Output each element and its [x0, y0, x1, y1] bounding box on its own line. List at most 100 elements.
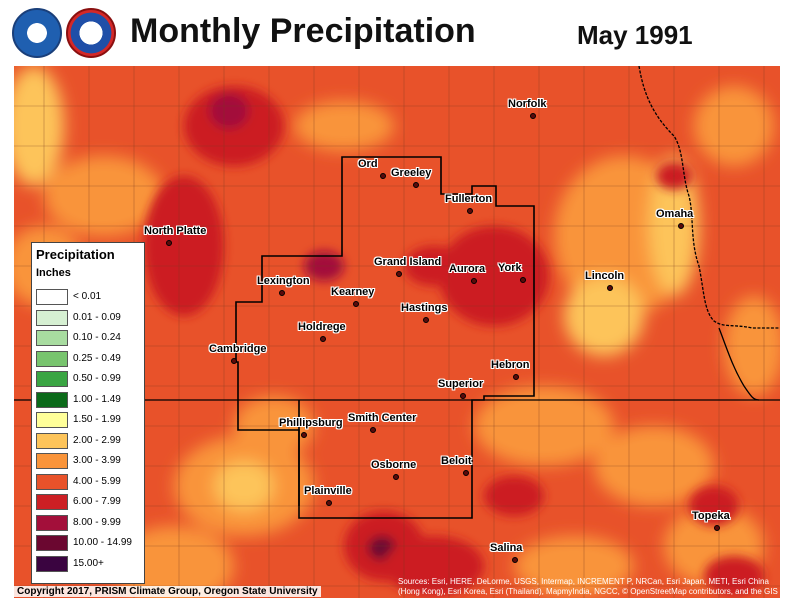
city-marker — [301, 432, 307, 438]
city-label: Lexington — [257, 275, 310, 287]
national-weather-service-logo — [66, 8, 116, 58]
county-lines-horizontal — [14, 105, 780, 587]
basemap-attribution: Sources: Esri, HERE, DeLorme, USGS, Inte… — [398, 577, 778, 606]
city-label: Ord — [358, 158, 378, 170]
city-label: Fullerton — [445, 193, 493, 205]
city-marker — [370, 427, 376, 433]
precip-zone — [694, 86, 774, 166]
city-label: Topeka — [692, 510, 730, 522]
cwa-boundary — [235, 156, 535, 519]
city-marker — [467, 208, 473, 214]
city-marker — [520, 277, 526, 283]
legend-row: 15.00+ — [36, 555, 140, 573]
legend-label: 0.10 - 0.24 — [73, 332, 121, 343]
precip-zone — [514, 536, 634, 596]
city-label: Greeley — [391, 167, 432, 179]
city-marker — [326, 500, 332, 506]
legend-label: 1.00 - 1.49 — [73, 393, 121, 405]
precip-zone — [144, 176, 224, 316]
city-label: Cambridge — [209, 343, 267, 355]
city-label: Aurora — [449, 263, 486, 275]
legend-swatch — [36, 473, 68, 490]
city-marker — [607, 285, 613, 291]
legend-row: 0.01 - 0.09 — [36, 309, 140, 327]
city-label: Hebron — [491, 359, 530, 371]
city-marker — [714, 525, 720, 531]
city-marker — [471, 278, 477, 284]
legend-label: 6.00 - 7.99 — [73, 496, 121, 507]
city-label: Kearney — [331, 286, 375, 298]
legend-row: 0.10 - 0.24 — [36, 330, 140, 347]
city-marker — [353, 301, 359, 307]
legend-swatch — [36, 555, 68, 572]
legend-label: 0.01 - 0.09 — [73, 311, 121, 323]
city-marker — [279, 290, 285, 296]
legend-swatch — [36, 535, 68, 551]
legend-swatch — [36, 412, 68, 428]
legend-swatch — [36, 309, 68, 326]
city-label: Grand Island — [374, 256, 442, 268]
city-marker — [380, 173, 386, 179]
city-label: Beloit — [441, 455, 472, 467]
city-marker — [166, 240, 172, 246]
legend-swatch — [36, 432, 68, 449]
city-marker — [393, 474, 399, 480]
map-date: May 1991 — [577, 20, 693, 50]
city-marker — [460, 393, 466, 399]
legend-label: < 0.01 — [73, 291, 102, 302]
legend-units: Inches — [36, 267, 71, 279]
legend-row: < 0.01 — [36, 289, 140, 306]
missouri-river-border — [638, 66, 780, 329]
legend-label: 0.25 - 0.49 — [73, 352, 121, 364]
legend-swatch — [36, 391, 68, 408]
city-marker — [463, 470, 469, 476]
legend-row: 6.00 - 7.99 — [36, 494, 140, 511]
city-label: Lincoln — [585, 270, 625, 282]
legend-row: 4.00 - 5.99 — [36, 473, 140, 491]
legend-swatch — [36, 371, 68, 387]
legend-swatch — [36, 494, 68, 510]
city-marker — [423, 317, 429, 323]
legend-row: 1.50 - 1.99 — [36, 412, 140, 429]
city-label: Smith Center — [348, 412, 417, 424]
legend-row: 10.00 - 14.99 — [36, 535, 140, 552]
legend-row: 3.00 - 3.99 — [36, 453, 140, 470]
city-marker — [413, 182, 419, 188]
city-label: Superior — [438, 378, 484, 390]
city-marker — [231, 358, 237, 364]
city-marker — [512, 557, 518, 563]
city-label: Norfolk — [508, 98, 547, 110]
legend-label: 1.50 - 1.99 — [73, 414, 121, 425]
legend-swatch — [36, 350, 68, 367]
city-marker — [513, 374, 519, 380]
precip-zone — [44, 156, 164, 236]
city-marker — [678, 223, 684, 229]
legend-swatch — [36, 289, 68, 305]
city-label: Omaha — [656, 208, 694, 220]
legend-label: 2.00 - 2.99 — [73, 434, 121, 446]
city-label: Osborne — [371, 459, 417, 471]
precip-zone — [214, 461, 274, 511]
copyright-text: Copyright 2017, PRISM Climate Group, Ore… — [14, 586, 321, 597]
map-title: Monthly Precipitation — [130, 12, 476, 50]
city-label: York — [498, 262, 522, 274]
state-border-mo — [718, 327, 760, 401]
legend-swatch — [36, 330, 68, 346]
legend-swatch — [36, 514, 68, 531]
precip-zone — [384, 536, 484, 596]
city-label: Hastings — [401, 302, 448, 314]
legend-row: 8.00 - 9.99 — [36, 514, 140, 532]
city-label: Holdrege — [298, 321, 346, 333]
legend-label: 4.00 - 5.99 — [73, 475, 121, 487]
legend-label: 15.00+ — [73, 557, 104, 569]
city-label: North Platte — [144, 225, 207, 237]
legend-swatch — [36, 453, 68, 469]
legend-label: 3.00 - 3.99 — [73, 455, 121, 466]
city-label: Plainville — [304, 485, 352, 497]
precip-zone — [294, 101, 394, 151]
precip-zone — [14, 66, 64, 186]
precip-zone — [209, 93, 249, 129]
legend-row: 0.50 - 0.99 — [36, 371, 140, 388]
city-marker — [530, 113, 536, 119]
header: Monthly Precipitation May 1991 — [0, 0, 792, 66]
